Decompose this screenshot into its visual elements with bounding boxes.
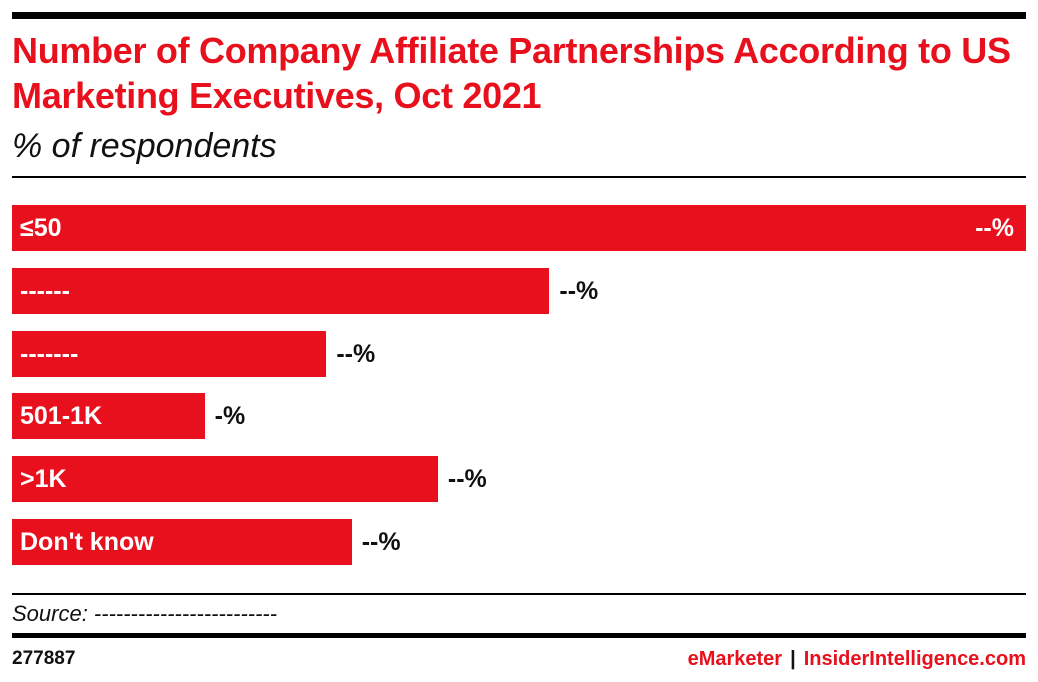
bar-value-label: --% <box>559 276 599 305</box>
bar <box>12 519 352 565</box>
chart-id: 277887 <box>12 648 76 669</box>
header-divider <box>12 176 1026 178</box>
top-rule <box>12 12 1026 19</box>
bar-value-label: --% <box>447 465 487 494</box>
bar-category-label: ------ <box>20 276 70 305</box>
emarketer-logo: eMarketer <box>687 648 783 670</box>
chart-divider <box>12 593 1026 595</box>
insiderintelligence-link[interactable]: InsiderIntelligence.com <box>803 648 1026 670</box>
chart-subtitle: % of respondents <box>12 127 277 165</box>
brand-separator: | <box>790 648 796 670</box>
bar-value-label: --% <box>336 339 376 368</box>
bar-category-label: Don't know <box>20 528 154 556</box>
bar-value-label: --% <box>361 528 401 556</box>
source-note: Source: ------------------------- <box>12 601 278 626</box>
bar <box>12 456 438 503</box>
bar <box>12 205 1026 251</box>
bar <box>12 330 327 377</box>
bar-category-label: ≤50 <box>20 214 62 242</box>
bar <box>12 267 550 314</box>
bar-value-label: -% <box>214 402 246 431</box>
bar-category-label: >1K <box>20 465 67 494</box>
bar-category-label: ------- <box>20 339 79 368</box>
brand-line: eMarketer | InsiderIntelligence.com <box>688 646 1026 672</box>
bar <box>12 393 205 440</box>
chart-title: Number of Company Affiliate Partnerships… <box>12 30 1011 116</box>
footer-rule <box>12 633 1026 638</box>
bar-value-label: --% <box>975 214 1014 242</box>
bar-category-label: 501-1K <box>20 402 102 431</box>
